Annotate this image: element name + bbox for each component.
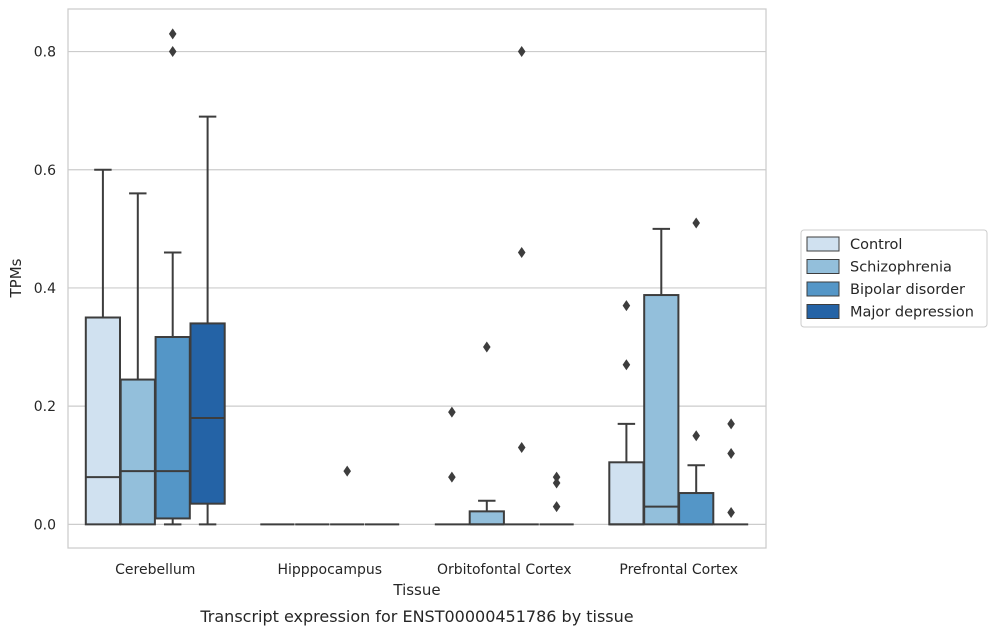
box-body <box>608 461 645 526</box>
x-tick-label: Prefrontal Cortex <box>619 562 738 578</box>
box-body <box>84 316 122 526</box>
outlier-point <box>343 465 351 477</box>
outlier-point <box>552 471 561 483</box>
x-tick-label: Hipppocampus <box>277 562 382 578</box>
legend-swatch <box>806 304 840 319</box>
x-tick-label: Orbitofontal Cortex <box>437 562 572 578</box>
y-axis-label: TPMs <box>7 258 25 298</box>
y-tick-label: 0.4 <box>34 281 56 297</box>
box-body <box>189 322 226 505</box>
box-major-depression <box>189 115 226 526</box>
box-body <box>119 378 156 526</box>
legend-label: Schizophrenia <box>850 260 952 276</box>
x-tick-label: Cerebellum <box>115 562 195 578</box>
outlier-point <box>692 430 700 442</box>
outlier-point <box>168 28 177 40</box>
outlier-point <box>692 217 700 229</box>
box-bipolar-disorder <box>154 28 191 526</box>
box-schizophrenia <box>119 192 156 526</box>
y-tick-label: 0.6 <box>34 163 56 179</box>
box-major-depression <box>539 471 574 526</box>
outlier-point <box>517 246 526 258</box>
outlier-point <box>517 442 526 454</box>
y-tick-labels: 0.0 0.2 0.4 0.6 0.8 <box>34 45 56 534</box>
outlier-point <box>727 418 735 430</box>
y-tick-label: 0.8 <box>34 45 56 61</box>
legend-swatch <box>806 281 840 297</box>
outlier-point <box>622 359 631 371</box>
outlier-point <box>552 501 561 513</box>
box-body <box>643 294 680 526</box>
box-series <box>84 28 749 526</box>
x-axis-label: Tissue <box>392 581 440 599</box>
outlier-point <box>483 341 491 353</box>
box-control <box>434 406 470 526</box>
box-body <box>154 336 191 520</box>
box-control <box>84 168 122 526</box>
legend-frame <box>800 229 988 328</box>
chart-caption: Transcript expression for ENST0000045178… <box>199 607 633 626</box>
outlier-point <box>727 507 735 519</box>
outlier-point <box>448 406 456 418</box>
legend-label: Major depression <box>850 305 974 321</box>
box-major-depression <box>713 418 749 526</box>
outlier-point <box>517 46 526 58</box>
outlier-point <box>168 46 177 58</box>
legend: Control Schizophrenia Bipolar disorder Majo… <box>800 229 988 328</box>
box-body <box>678 492 715 526</box>
legend-label: Bipolar disorder <box>850 282 965 298</box>
box-schizophrenia <box>643 227 680 526</box>
box-bipolar-disorder <box>330 465 365 526</box>
outlier-point <box>448 471 456 483</box>
box-schizophrenia <box>468 341 505 526</box>
box-bipolar-disorder <box>504 46 539 526</box>
outlier-point <box>727 447 735 459</box>
legend-label: Control <box>850 237 902 253</box>
y-tick-label: 0.2 <box>34 399 56 415</box>
x-tick-labels: Cerebellum Hipppocampus Orbitofontal Corte… <box>115 562 738 578</box>
y-tick-label: 0.0 <box>34 517 56 533</box>
legend-swatch <box>806 259 840 274</box>
box-body <box>468 510 505 526</box>
outlier-point <box>552 477 561 489</box>
outlier-point <box>622 300 631 312</box>
box-bipolar-disorder <box>678 217 715 526</box>
legend-swatch <box>806 236 840 252</box>
